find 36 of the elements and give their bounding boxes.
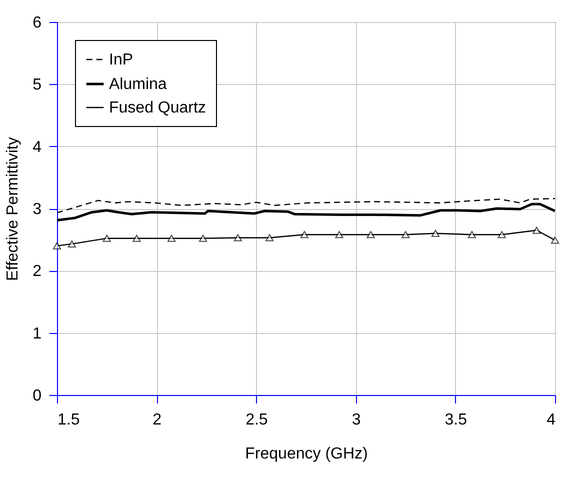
x-tick-label: 3.5	[444, 412, 468, 428]
y-tick-label: 2	[32, 263, 42, 280]
y-axis-title: Effective Permittivity	[4, 137, 22, 281]
point	[468, 231, 476, 238]
y-tick-label: 4	[32, 138, 42, 156]
x-tick-label: 2.5	[246, 412, 268, 428]
point	[402, 231, 410, 238]
x-tick-label: 2	[152, 412, 162, 428]
x-tick-label: 3	[352, 412, 361, 428]
point	[132, 234, 141, 242]
legend-label: InP	[109, 52, 134, 68]
y-tick-label: 3	[32, 201, 42, 218]
legend-label: Alumina	[109, 76, 167, 93]
y-tick-label: 1	[32, 325, 42, 342]
point	[102, 234, 111, 242]
point	[68, 240, 76, 248]
point	[532, 226, 541, 234]
point	[266, 234, 274, 242]
y-tick-label: 5	[32, 76, 42, 94]
point	[431, 230, 440, 237]
line-series	[57, 198, 555, 214]
y-tick-label: 6	[32, 14, 42, 32]
point	[498, 231, 506, 238]
point	[550, 236, 560, 244]
point	[300, 231, 308, 238]
line-series	[57, 202, 555, 222]
point	[366, 231, 375, 238]
point	[198, 234, 208, 242]
point	[234, 234, 242, 242]
x-tick-label: 4	[546, 412, 556, 428]
x-axis-title: Frequency (GHz)	[245, 446, 368, 462]
y-tick-label: 0	[32, 388, 42, 404]
point	[335, 231, 344, 238]
point	[168, 234, 176, 242]
x-tick-label: 1.5	[58, 412, 80, 428]
legend-label: Fused Quartz	[109, 100, 206, 116]
